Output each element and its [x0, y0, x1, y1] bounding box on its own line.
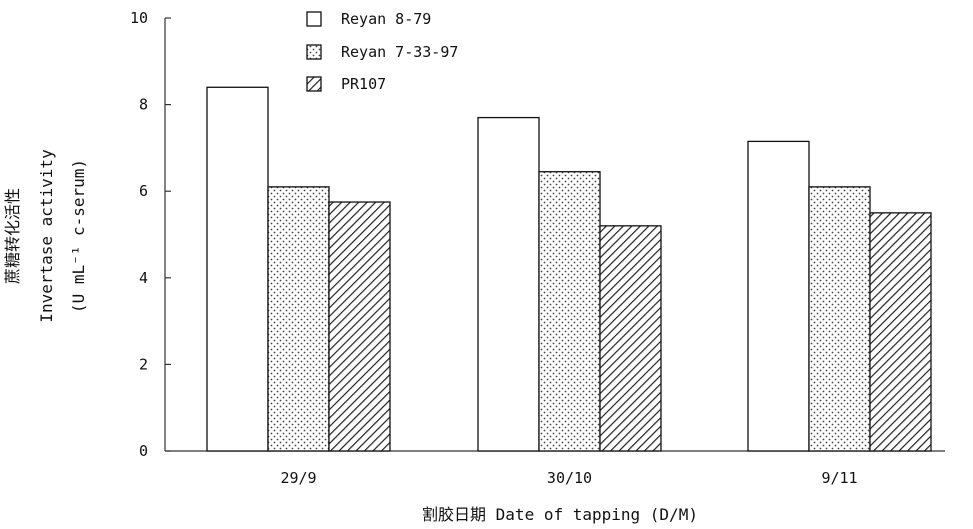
bar-blank-0	[206, 86, 269, 452]
bar-dots-2	[808, 186, 871, 452]
y-axis-title-line-3: (U mL⁻¹ c-serum)	[69, 159, 88, 313]
y-tick-label: 10	[130, 9, 148, 27]
bar-diagonal-hatch-1	[599, 225, 662, 452]
y-tick-label: 4	[139, 269, 148, 287]
y-tick-label: 0	[139, 442, 148, 460]
bar-diagonal-hatch-2	[869, 212, 932, 452]
bar-dots-0	[267, 186, 330, 452]
bar-diagonal-hatch-0	[328, 201, 391, 452]
y-tick-label: 2	[139, 355, 148, 373]
y-axis-ticks: 0 2 4 6 8 10	[130, 9, 171, 460]
y-axis-title-line-1: 蔗糖转化活性	[3, 188, 22, 284]
bar-blank-2	[747, 140, 810, 452]
y-tick-label: 8	[139, 96, 148, 114]
x-axis-title: 割胶日期 Date of tapping (D/M)	[422, 505, 698, 524]
legend-label: Reyan 8-79	[341, 10, 431, 28]
bars-group	[206, 86, 932, 452]
bar-dots-1	[538, 171, 601, 452]
x-tick-label: 29/9	[280, 469, 316, 487]
legend-swatch	[306, 44, 322, 60]
legend-label: PR107	[341, 75, 386, 93]
legend-swatch	[306, 11, 322, 27]
bar-blank-1	[477, 116, 540, 452]
x-tick-label: 9/11	[821, 469, 857, 487]
y-axis-title: 蔗糖转化活性 Invertase activity (U mL⁻¹ c-seru…	[3, 149, 88, 323]
y-axis-title-line-2: Invertase activity	[37, 149, 56, 323]
legend-swatch	[306, 76, 322, 92]
x-tick-label: 30/10	[547, 469, 592, 487]
legend-label: Reyan 7-33-97	[341, 43, 458, 61]
y-tick-label: 6	[139, 182, 148, 200]
x-axis-ticks: 29/9 30/10 9/11	[280, 469, 857, 487]
legend: Reyan 8-79 Reyan 7-33-97 PR107	[306, 10, 458, 93]
